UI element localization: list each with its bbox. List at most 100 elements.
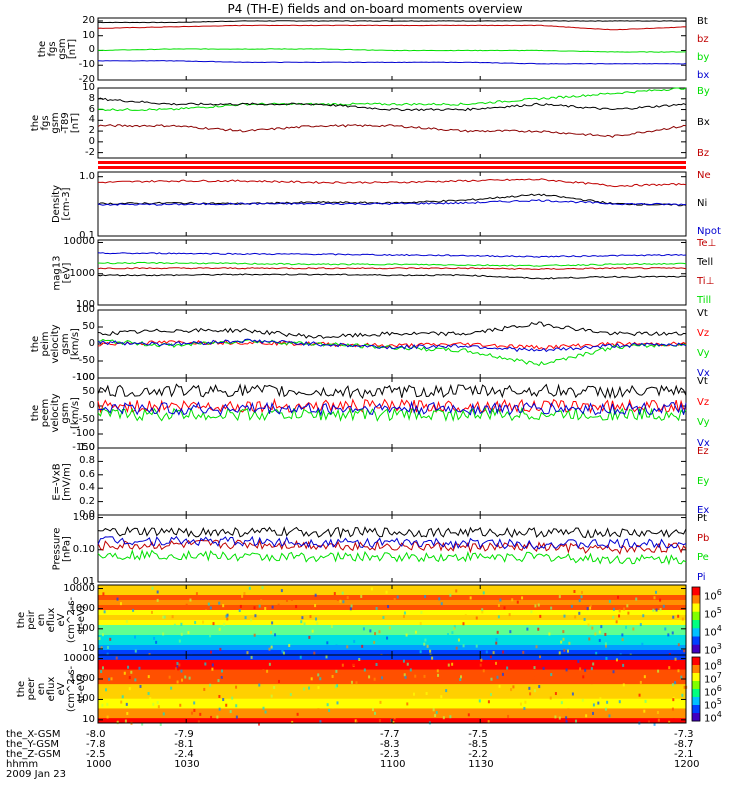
legend-entry: bx [697, 70, 710, 81]
legend-entry: Vy [697, 417, 710, 429]
legend-entry: Bx [697, 117, 710, 128]
y-tick-label: 10 [82, 82, 95, 93]
heatmap-cell [451, 631, 454, 635]
colorbar-segment [692, 681, 700, 690]
heatmap-cell [101, 703, 104, 707]
colorbar-segment [692, 665, 700, 674]
colorbar-tick-base: 10 [704, 609, 717, 621]
heatmap-cell [339, 645, 342, 649]
series-line-Pi [97, 535, 687, 550]
heatmap-cell [521, 596, 524, 600]
heatmap-cell [341, 591, 344, 595]
heatmap-cell [434, 714, 437, 718]
heatmap-cell [590, 667, 593, 671]
heatmap-cell [604, 632, 607, 636]
heatmap-cell [495, 637, 498, 641]
heatmap-cell [599, 697, 602, 701]
heatmap-cell [176, 680, 179, 684]
colorbar-tick-label: 103 [704, 641, 722, 656]
heatmap-cell [126, 711, 129, 715]
heatmap-cell [218, 601, 221, 605]
heatmap-cell [653, 596, 656, 600]
panel-frame [97, 447, 687, 516]
heatmap-cell [533, 689, 536, 693]
heatmap-cell [203, 687, 206, 691]
y-tick-label: 10000 [63, 582, 95, 594]
heatmap-cell [258, 604, 261, 608]
heatmap-cell [393, 716, 396, 720]
heatmap-cell [497, 615, 500, 619]
heatmap-cell [442, 716, 445, 720]
heatmap-cell [414, 630, 417, 634]
y-tick-label: 10000 [63, 236, 95, 248]
heatmap-cell [657, 718, 660, 722]
heatmap-cell [326, 641, 329, 645]
heatmap-cell [536, 714, 539, 718]
heatmap-cell [516, 600, 519, 604]
heatmap-cell [308, 635, 311, 639]
heatmap-cell [299, 655, 302, 659]
heatmap-cell [271, 605, 274, 609]
heatmap-cell [496, 675, 499, 679]
heatmap-cell [565, 720, 568, 724]
heatmap-cell [335, 644, 338, 648]
heatmap-cell [159, 722, 162, 726]
heatmap-cell [350, 680, 353, 684]
heatmap-cell [197, 720, 200, 724]
heatmap-cell [512, 685, 515, 689]
colorbar-tick-base: 10 [704, 687, 717, 699]
heatmap-cell [151, 586, 154, 590]
heatmap-cell [419, 622, 422, 626]
heatmap-band [98, 615, 686, 621]
heatmap-cell [459, 677, 462, 681]
heatmap-cell [668, 720, 671, 724]
heatmap-cell [475, 616, 478, 620]
heatmap-cell [592, 662, 595, 666]
y-tick-label: 1000 [69, 602, 95, 614]
heatmap-cell [607, 674, 610, 678]
heatmap-cell [226, 617, 229, 621]
heatmap-cell [378, 630, 381, 634]
heatmap-cell [342, 600, 345, 604]
legend-entry: By [697, 86, 710, 97]
heatmap-cell [662, 604, 665, 608]
y-tick-label: 0 [88, 44, 95, 56]
colorbar-tick-base: 10 [704, 674, 717, 686]
heatmap-band [98, 713, 686, 719]
footer-value: 1130 [468, 759, 494, 770]
heatmap-cell [677, 669, 680, 673]
heatmap-cell [335, 684, 338, 688]
heatmap-cell [162, 712, 165, 716]
legend-entry: Pe [697, 552, 709, 564]
y-tick-label: -50 [78, 414, 95, 425]
legend-entry: Pi [697, 572, 706, 583]
heatmap-cell [585, 714, 588, 718]
heatmap-cell [440, 695, 443, 699]
heatmap-cell [130, 670, 133, 674]
heatmap-cell [163, 615, 166, 619]
y-tick-label: 1000 [69, 673, 95, 684]
heatmap-cell [192, 595, 195, 599]
heatmap-cell [592, 703, 595, 707]
heatmap-cell [291, 720, 294, 724]
heatmap-cell [404, 675, 407, 679]
heatmap-cell [334, 685, 337, 689]
heatmap-cell [489, 693, 492, 697]
heatmap-cell [314, 593, 317, 597]
heatmap-cell [490, 677, 493, 681]
series-line-Ti⊥ [97, 252, 687, 258]
heatmap-band [98, 684, 686, 690]
legend-entry: Vt [697, 376, 708, 387]
heatmap-cell [257, 722, 260, 726]
heatmap-cell [652, 608, 655, 612]
legend-entry: Vz [697, 328, 710, 339]
heatmap-cell [498, 684, 501, 688]
legend-entry: Npot [697, 226, 721, 237]
series-line-By [97, 87, 687, 112]
heatmap-cell [467, 713, 470, 717]
heatmap-cell [176, 665, 179, 669]
heatmap-cell [402, 614, 405, 618]
series-line-Vy [97, 338, 687, 367]
heatmap-cell [631, 720, 634, 724]
heatmap-cell [542, 666, 545, 670]
